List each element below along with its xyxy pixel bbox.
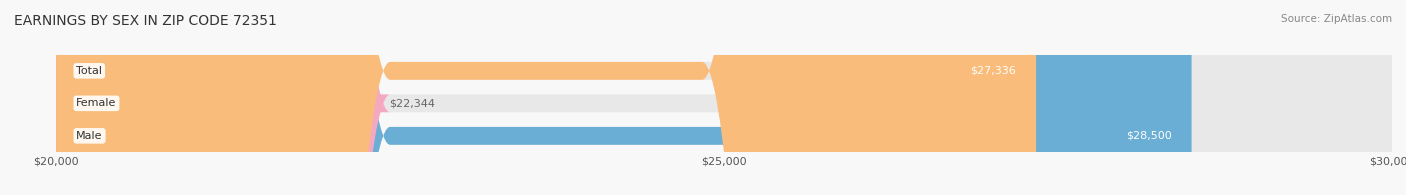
FancyBboxPatch shape	[35, 0, 389, 195]
Text: EARNINGS BY SEX IN ZIP CODE 72351: EARNINGS BY SEX IN ZIP CODE 72351	[14, 14, 277, 28]
FancyBboxPatch shape	[56, 0, 1392, 195]
FancyBboxPatch shape	[56, 0, 1192, 195]
FancyBboxPatch shape	[56, 0, 1036, 195]
Text: Male: Male	[76, 131, 103, 141]
Text: $28,500: $28,500	[1126, 131, 1171, 141]
Text: $22,344: $22,344	[389, 98, 436, 108]
Text: Total: Total	[76, 66, 103, 76]
FancyBboxPatch shape	[56, 0, 1392, 195]
Text: Source: ZipAtlas.com: Source: ZipAtlas.com	[1281, 14, 1392, 24]
Text: Female: Female	[76, 98, 117, 108]
FancyBboxPatch shape	[56, 0, 1392, 195]
Text: $27,336: $27,336	[970, 66, 1017, 76]
